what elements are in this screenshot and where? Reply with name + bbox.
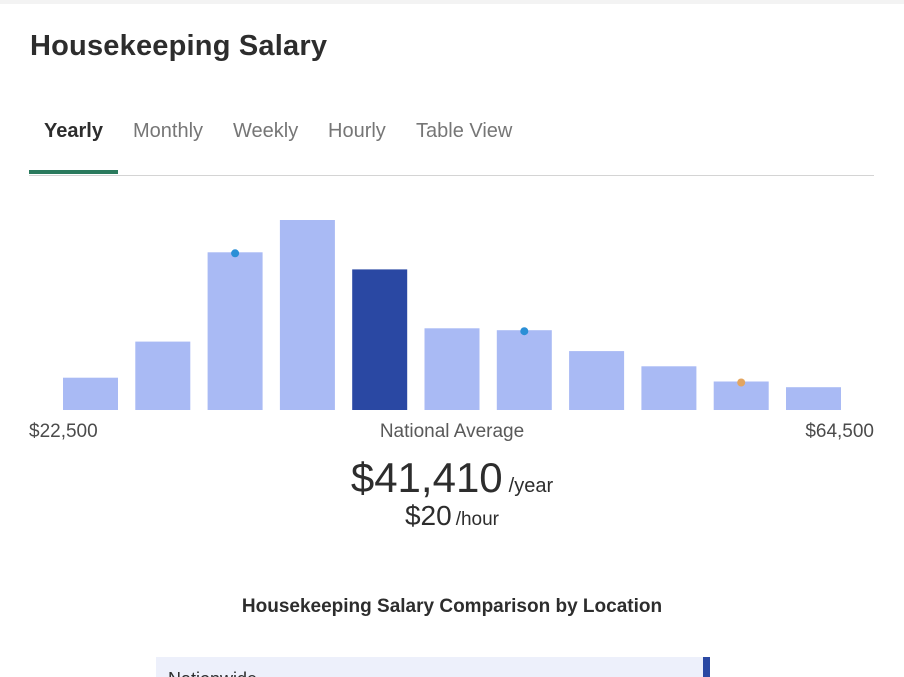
comparison-bar-marker bbox=[703, 657, 710, 677]
tab-monthly[interactable]: Monthly bbox=[133, 120, 204, 142]
histogram-bar[interactable] bbox=[786, 387, 841, 410]
tab-table-view[interactable]: Table View bbox=[416, 120, 513, 142]
range-min-label: $22,500 bbox=[29, 421, 98, 442]
salary-period-tabs: Yearly Monthly Weekly Hourly Table View bbox=[29, 98, 874, 176]
page-title: Housekeeping Salary bbox=[30, 30, 328, 62]
histogram-bar[interactable] bbox=[207, 252, 263, 410]
national-average-label: National Average bbox=[379, 421, 525, 442]
comparison-row-nationwide[interactable]: Nationwide bbox=[156, 657, 710, 677]
histogram-bar[interactable] bbox=[63, 377, 118, 410]
tab-weekly[interactable]: Weekly bbox=[233, 120, 299, 142]
yearly-average-value: $41,410 bbox=[350, 454, 503, 501]
yearly-average: $41,410/year bbox=[0, 454, 904, 502]
tab-yearly[interactable]: Yearly bbox=[44, 120, 103, 142]
salary-marker-dot[interactable] bbox=[520, 327, 529, 336]
active-tab-indicator bbox=[29, 170, 118, 174]
hourly-average-unit: /hour bbox=[455, 509, 500, 530]
histogram-bar[interactable] bbox=[279, 220, 335, 410]
top-border bbox=[0, 0, 904, 4]
hourly-average: $20/hour bbox=[0, 500, 904, 532]
comparison-title: Housekeeping Salary Comparison by Locati… bbox=[241, 596, 663, 617]
histogram-bar[interactable] bbox=[569, 351, 625, 410]
comparison-row-label: Nationwide bbox=[168, 669, 257, 677]
hourly-average-value: $20 bbox=[404, 500, 452, 531]
histogram-bar[interactable] bbox=[496, 330, 552, 410]
tab-hourly[interactable]: Hourly bbox=[328, 120, 386, 142]
yearly-average-unit: /year bbox=[508, 475, 554, 497]
salary-marker-dot[interactable] bbox=[737, 378, 746, 387]
histogram-bar-national-average[interactable] bbox=[352, 269, 408, 410]
salary-marker-dot[interactable] bbox=[231, 249, 240, 258]
histogram-bar[interactable] bbox=[641, 366, 697, 410]
histogram-bar[interactable] bbox=[135, 341, 191, 410]
range-max-label: $64,500 bbox=[805, 421, 874, 442]
histogram-bar[interactable] bbox=[424, 328, 480, 410]
salary-histogram bbox=[63, 220, 841, 410]
